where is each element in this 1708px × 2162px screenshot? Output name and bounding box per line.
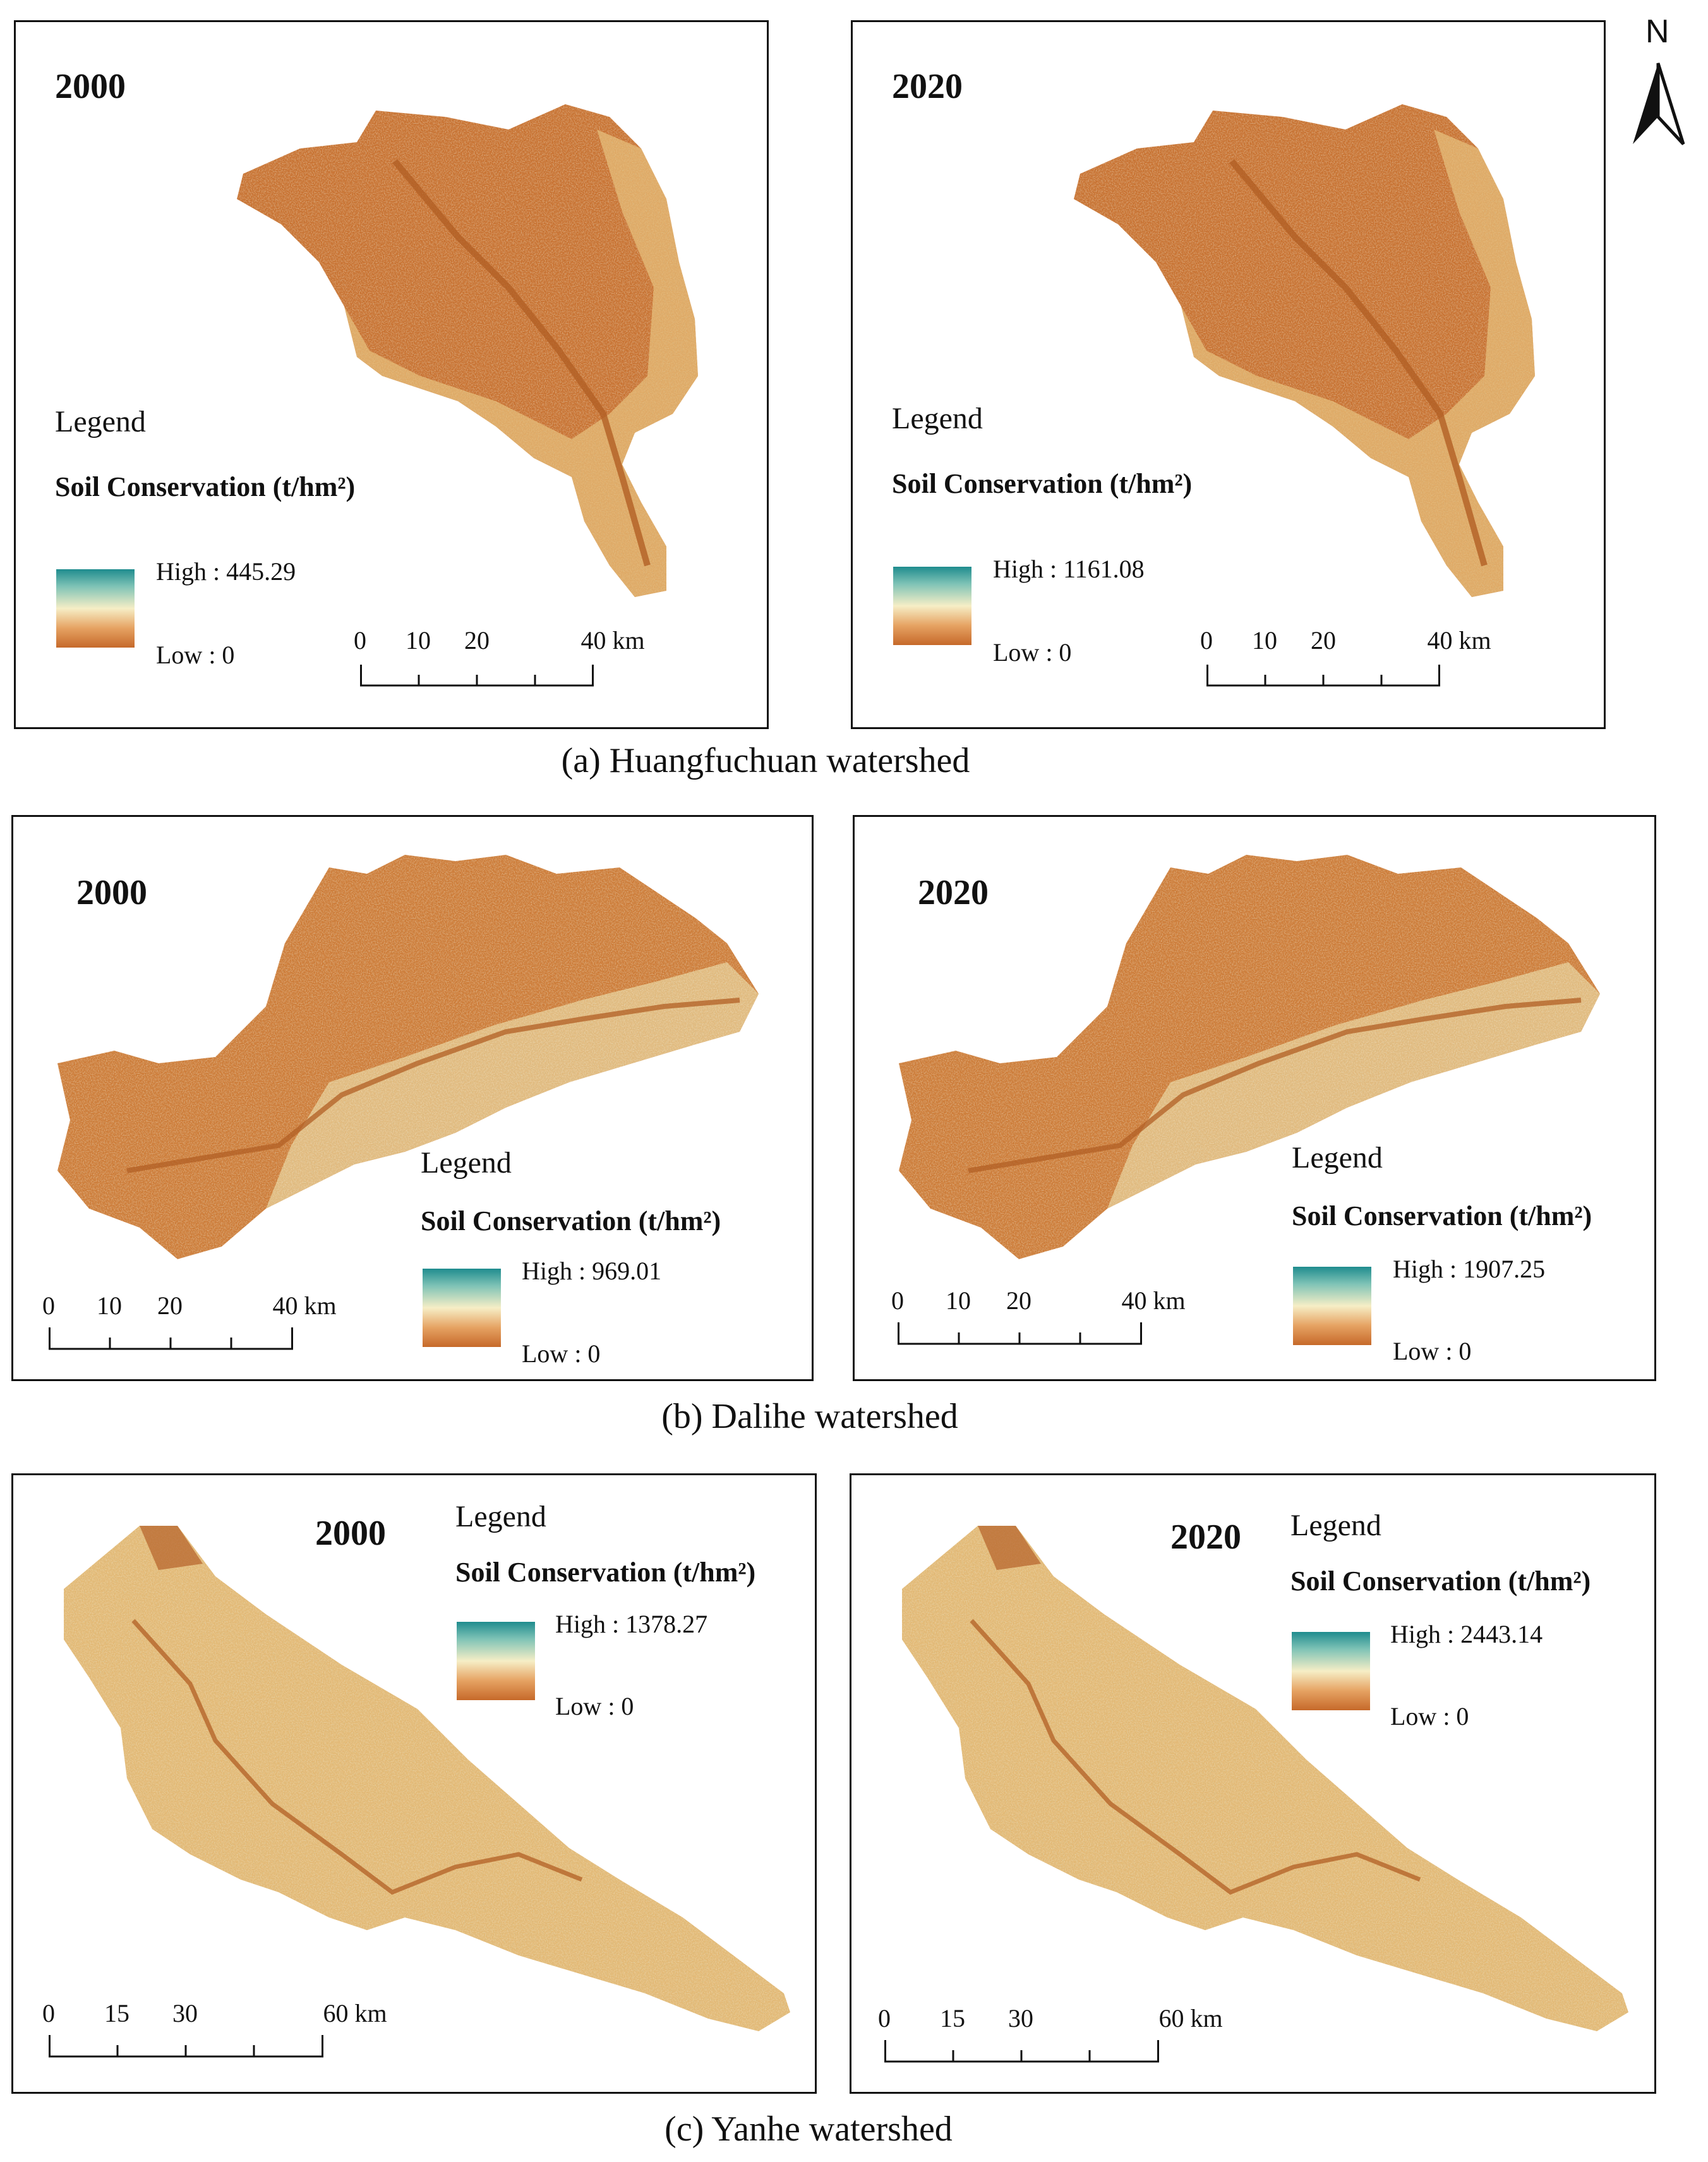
- watershed-map-yanhe-2020: [902, 1526, 1628, 2031]
- watershed-shape: [237, 104, 698, 597]
- caption-yanhe: (c) Yanhe watershed: [665, 2110, 953, 2149]
- scale-label-2: 20: [157, 1291, 183, 1320]
- watershed-shape: [1074, 104, 1535, 597]
- scale-label-0: 0: [354, 626, 366, 655]
- map-year: 2020: [918, 873, 989, 912]
- watershed-shape: [902, 1526, 1628, 2031]
- watershed-shape: [899, 855, 1600, 1259]
- scale-label-1: 15: [104, 1999, 129, 2027]
- legend-subtitle: Soil Conservation (t/hm²): [892, 468, 1193, 499]
- legend-title: Legend: [892, 402, 983, 435]
- map-panel-yanhe-2000: 2000 Legend Soil Conservation (t/hm²) Hi…: [11, 1473, 817, 2094]
- legend-high-label: High : 445.29: [156, 557, 296, 586]
- legend-low-label: Low : 0: [1393, 1337, 1472, 1365]
- watershed-map-yanhe-2000: [64, 1526, 790, 2031]
- scale-label-0: 0: [42, 1999, 55, 2027]
- map-year: 2000: [76, 873, 147, 912]
- legend-high-label: High : 2443.14: [1390, 1620, 1543, 1648]
- scale-bar-graphic: [49, 2035, 323, 2058]
- scale-label-0: 0: [891, 1286, 904, 1315]
- legend-title: Legend: [1292, 1141, 1383, 1175]
- map-year: 2020: [1170, 1518, 1241, 1557]
- map-panel-huangfuchuan-2020: 2020 Legend Soil Conservation (t/hm²) Hi…: [851, 20, 1606, 729]
- caption-dalihe: (b) Dalihe watershed: [661, 1397, 958, 1436]
- watershed-map-huangfuchuan-2020: [1074, 104, 1535, 597]
- color-ramp: [1292, 1632, 1370, 1710]
- scale-label-1: 15: [940, 2004, 965, 2032]
- legend-title: Legend: [455, 1500, 546, 1533]
- scale-label-3: 40 km: [272, 1291, 337, 1320]
- map-panel-dalihe-2020: 2020 Legend Soil Conservation (t/hm²) Hi…: [853, 815, 1656, 1381]
- scale-label-3: 60 km: [323, 1999, 387, 2027]
- legend-subtitle: Soil Conservation (t/hm²): [55, 471, 356, 502]
- legend-high-label: High : 969.01: [522, 1257, 662, 1285]
- scale-bar: 0 15 30 60 km: [42, 1998, 387, 2074]
- scale-bar-graphic: [884, 2040, 1159, 2063]
- scale-label-1: 10: [946, 1286, 971, 1315]
- scale-label-2: 20: [464, 626, 490, 655]
- legend-subtitle: Soil Conservation (t/hm²): [1292, 1200, 1592, 1231]
- scale-label-1: 10: [1252, 626, 1277, 655]
- scale-bar: 0 10 20 40 km: [42, 1291, 337, 1367]
- legend-low-label: Low : 0: [1390, 1702, 1469, 1730]
- scale-label-2: 30: [172, 1999, 198, 2027]
- scale-label-3: 60 km: [1158, 2004, 1223, 2032]
- scale-bar-graphic: [49, 1327, 293, 1350]
- scale-label-0: 0: [878, 2004, 891, 2032]
- scale-label-1: 10: [97, 1291, 122, 1320]
- color-ramp: [1293, 1267, 1371, 1345]
- color-ramp: [893, 567, 971, 645]
- legend-high-label: High : 1161.08: [993, 555, 1145, 583]
- scale-label-2: 30: [1008, 2004, 1033, 2032]
- legend-low-label: Low : 0: [993, 638, 1072, 667]
- map-year: 2000: [315, 1514, 386, 1553]
- watershed-shape: [64, 1526, 790, 2031]
- legend-subtitle: Soil Conservation (t/hm²): [455, 1557, 756, 1588]
- scale-label-3: 40 km: [580, 626, 645, 655]
- legend-subtitle: Soil Conservation (t/hm²): [421, 1205, 721, 1236]
- watershed-shape: [57, 855, 759, 1259]
- legend-title: Legend: [55, 405, 146, 438]
- north-arrow-icon: [1633, 63, 1685, 145]
- legend-high-label: High : 1378.27: [555, 1610, 708, 1638]
- watershed-map-dalihe-2000: [57, 855, 759, 1259]
- scale-label-0: 0: [1200, 626, 1213, 655]
- legend-title: Legend: [421, 1146, 512, 1180]
- map-year: 2020: [892, 67, 963, 106]
- legend-low-label: Low : 0: [522, 1339, 601, 1368]
- watershed-map-huangfuchuan-2000: [237, 104, 698, 597]
- north-arrow: N: [1627, 13, 1690, 152]
- legend-subtitle: Soil Conservation (t/hm²): [1290, 1566, 1591, 1597]
- north-label: N: [1645, 13, 1669, 50]
- map-panel-yanhe-2020: 2020 Legend Soil Conservation (t/hm²) Hi…: [850, 1473, 1656, 2094]
- scale-label-3: 40 km: [1427, 626, 1491, 655]
- scale-bar-graphic: [898, 1322, 1142, 1345]
- caption-huangfuchuan: (a) Huangfuchuan watershed: [561, 741, 970, 780]
- map-panel-dalihe-2000: 2000 Legend Soil Conservation (t/hm²) Hi…: [11, 815, 814, 1381]
- scale-label-1: 10: [406, 626, 431, 655]
- scale-bar: 0 15 30 60 km: [878, 2003, 1223, 2079]
- legend-low-label: Low : 0: [555, 1692, 634, 1720]
- legend-low-label: Low : 0: [156, 641, 235, 669]
- scale-label-0: 0: [42, 1291, 55, 1320]
- scale-bar-graphic: [1206, 665, 1440, 687]
- scale-bar: 0 10 20 40 km: [1200, 625, 1491, 701]
- map-panel-huangfuchuan-2000: 2000 Legend Soil Conservation (t/hm²) Hi…: [14, 20, 769, 729]
- map-year: 2000: [55, 67, 126, 106]
- scale-bar-graphic: [360, 665, 594, 687]
- color-ramp: [56, 569, 135, 648]
- color-ramp: [457, 1622, 535, 1700]
- scale-bar: 0 10 20 40 km: [354, 625, 645, 701]
- legend-title: Legend: [1290, 1509, 1381, 1542]
- scale-bar: 0 10 20 40 km: [891, 1286, 1186, 1362]
- color-ramp: [423, 1269, 501, 1347]
- scale-label-3: 40 km: [1121, 1286, 1186, 1315]
- scale-label-2: 20: [1006, 1286, 1031, 1315]
- legend-high-label: High : 1907.25: [1393, 1255, 1546, 1283]
- watershed-map-dalihe-2020: [899, 855, 1600, 1259]
- scale-label-2: 20: [1311, 626, 1336, 655]
